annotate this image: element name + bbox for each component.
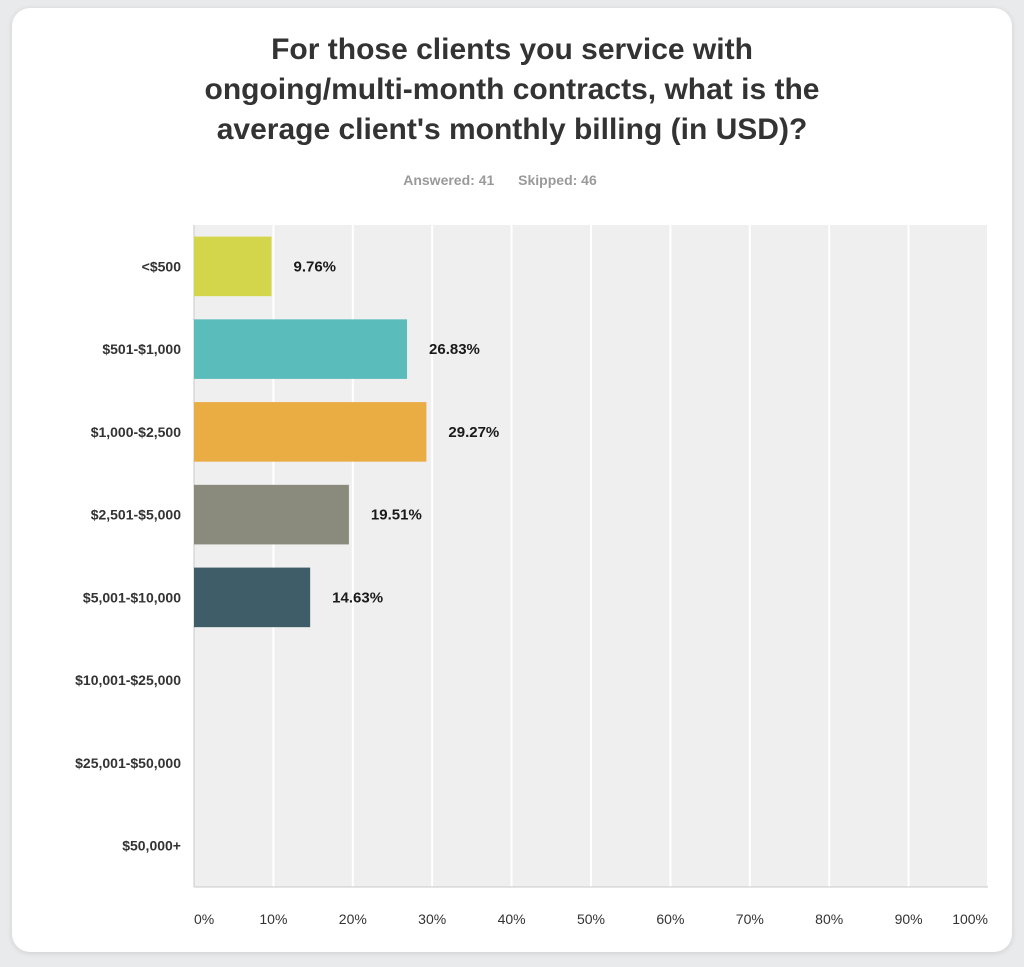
title-line-1: For those clients you service with [271,33,753,66]
category-label: <$500 [142,258,182,274]
skipped-count: Skipped: 46 [518,172,597,188]
x-tick-label: 60% [656,911,684,927]
category-label: $50,000+ [122,838,181,854]
bar [194,402,427,462]
data-label: 26.83% [429,341,480,358]
category-label: $2,501-$5,000 [91,507,182,523]
category-label: $25,001-$50,000 [75,755,181,771]
data-label: 29.27% [448,424,499,441]
chart-title: For those clients you service with ongoi… [0,30,1024,150]
x-tick-label: 10% [259,911,287,927]
x-tick-label: 80% [815,911,843,927]
x-tick-label: 90% [895,911,923,927]
x-tick-label: 70% [736,911,764,927]
response-stats: Answered: 41 Skipped: 46 [0,172,1000,188]
category-label: $5,001-$10,000 [83,589,181,605]
bar [194,567,311,628]
title-line-3: average client's monthly billing (in USD… [216,113,808,146]
title-line-2: ongoing/multi-month contracts, what is t… [204,73,820,106]
x-tick-label: 100% [952,911,988,927]
x-tick-label: 30% [418,911,446,927]
x-tick-label: 20% [339,911,367,927]
data-label: 14.63% [332,589,383,606]
category-label: $10,001-$25,000 [75,672,181,688]
x-tick-label: 0% [194,911,214,927]
bar [194,236,272,297]
x-tick-label: 40% [498,911,526,927]
answered-count: Answered: 41 [403,172,495,188]
category-label: $501-$1,000 [102,341,181,357]
bar [194,484,349,545]
data-label: 9.76% [293,258,336,275]
bar [194,319,408,379]
category-label: $1,000-$2,500 [91,424,182,440]
data-label: 19.51% [371,507,422,524]
x-tick-label: 50% [577,911,605,927]
